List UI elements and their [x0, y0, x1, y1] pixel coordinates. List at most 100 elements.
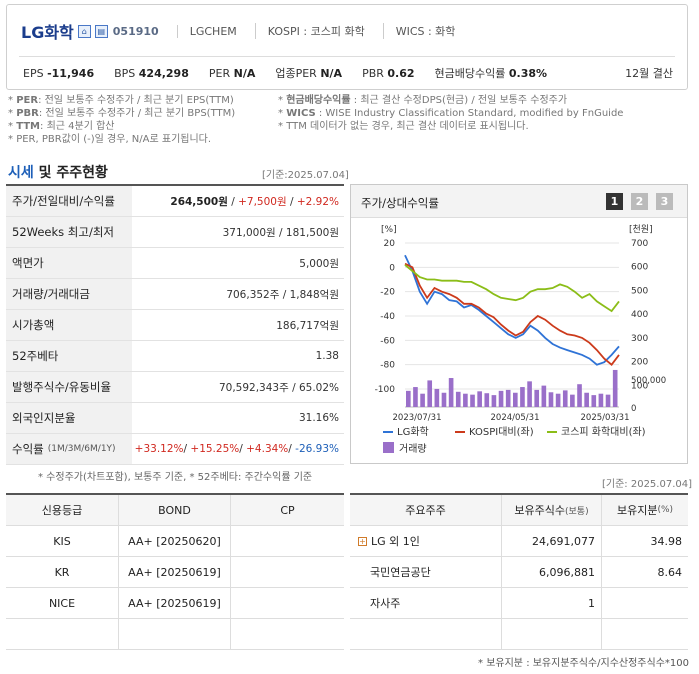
- y-right-tick-label: 100: [631, 381, 648, 391]
- chart-page-1-button[interactable]: 1: [606, 193, 623, 210]
- holders-note: * 보유지분 : 보유지분주식수/지수산정주식수*100: [478, 658, 689, 669]
- volume-tick-label: 500,000: [631, 376, 666, 386]
- volume-bar: [420, 393, 425, 407]
- relative-return-chart: [%] [천원]200-20-40-60-80-10070060050040030…: [375, 224, 667, 455]
- y-right-tick-label: 700: [631, 239, 648, 249]
- credit-row: NICE AA+ [20250619]: [6, 588, 344, 619]
- stock-name: LG화학: [21, 23, 74, 42]
- volume-bar: [541, 385, 547, 407]
- volume-bar: [527, 381, 532, 407]
- y-right-tick-label: 300: [631, 334, 648, 344]
- stat-eps: EPS -11,946: [23, 66, 95, 80]
- volume-zero-label: 0: [631, 404, 636, 414]
- quote-row-par-value: 액면가 5,000원: [6, 248, 344, 279]
- volume-bar: [455, 391, 461, 407]
- volume-bar: [605, 394, 611, 407]
- y-left-tick-label: -20: [380, 288, 395, 298]
- volume-bar: [520, 387, 525, 407]
- volume-bar: [548, 392, 554, 407]
- series-line: [404, 254, 620, 366]
- y-right-tick-label: 400: [631, 310, 648, 320]
- volume-bar: [477, 391, 482, 407]
- x-tick-label: 2024/05/31: [491, 413, 540, 423]
- document-icon[interactable]: ▤: [94, 24, 108, 38]
- volume-bar: [427, 380, 433, 407]
- quote-row-beta: 52주베타 1.38: [6, 341, 344, 372]
- x-tick-label: 2023/07/31: [393, 413, 442, 423]
- volume-bar: [555, 393, 561, 407]
- settle-month: 12월 결산: [625, 67, 673, 80]
- notes-left: * PER: 전일 보통주 수정주가 / 최근 분기 EPS(TTM) * PB…: [8, 94, 235, 146]
- x-tick-label: 2025/03/31: [581, 413, 630, 423]
- holder-row[interactable]: + LG 외 1인 24,691,077 34.98: [350, 526, 688, 557]
- quote-row-foreign: 외국인지분율 31.16%: [6, 403, 344, 434]
- volume-bar: [498, 390, 504, 407]
- note-ttm-fallback: * TTM 데이터가 없는 경우, 최근 결산 데이터로 표시됩니다.: [278, 121, 529, 132]
- legend-label: 거래량: [399, 443, 427, 455]
- chart-page-2-button[interactable]: 2: [631, 193, 648, 210]
- y-left-tick-label: -60: [380, 336, 395, 346]
- volume-bar: [513, 392, 518, 407]
- stat-sector-per: 업종PER N/A: [275, 67, 343, 80]
- holder-row: 국민연금공단 6,096,881 8.64: [350, 557, 688, 588]
- stat-bps: BPS 424,298: [114, 66, 189, 80]
- note-wics: * WICS : WISE Industry Classification St…: [278, 108, 624, 119]
- y-left-tick-label: -80: [380, 361, 395, 371]
- building-icon[interactable]: ⌂: [77, 24, 91, 38]
- y-left-tick-label: 0: [389, 263, 395, 273]
- stat-per: PER N/A: [208, 66, 256, 80]
- y-right-tick-label: 500: [631, 286, 648, 296]
- volume-bar: [577, 384, 582, 407]
- y-right-tick-label: 600: [631, 263, 648, 273]
- exchange-name: LGCHEM: [176, 24, 237, 38]
- credit-rating-table: 신용등급 BOND CP KIS AA+ [20250620] KR AA+ […: [6, 493, 344, 650]
- y-left-tick-label: 20: [384, 239, 396, 249]
- volume-bar: [406, 390, 411, 407]
- y-right-tick-label: 200: [631, 358, 648, 368]
- volume-bar: [570, 394, 575, 407]
- legend-label: LG화학: [397, 426, 429, 438]
- volume-bar: [491, 395, 497, 407]
- volume-bar: [534, 389, 540, 407]
- holder-row: [350, 619, 688, 650]
- y-left-tick-label: -100: [375, 385, 396, 395]
- note-pbr: * PBR: 전일 보통주 수정주가 / 최근 분기 BPS(TTM): [8, 108, 236, 119]
- notes-right: * 현금배당수익률 : 최근 결산 수정DPS(현금) / 전일 보통주 수정주…: [278, 94, 623, 133]
- volume-bar: [598, 393, 604, 407]
- expand-plus-icon[interactable]: +: [358, 536, 367, 546]
- section-date: [기준:2025.07.04]: [262, 170, 349, 181]
- volume-bar: [612, 369, 618, 407]
- legend-label: KOSPI대비(좌): [469, 426, 534, 438]
- credit-row: KIS AA+ [20250620]: [6, 526, 344, 557]
- credit-row: KR AA+ [20250619]: [6, 557, 344, 588]
- quote-table: 주가/전일대비/수익률 264,500원 / +7,500원 / +2.92% …: [6, 184, 344, 465]
- wics-sector: WICS : 화학: [382, 23, 455, 39]
- quote-note: * 수정주가(차트포함), 보통주 기준, * 52주베타: 주간수익률 기준: [38, 472, 313, 483]
- quote-row-market-cap: 시가총액 186,717억원: [6, 310, 344, 341]
- note-ttm: * TTM: 최근 4분기 합산: [8, 121, 115, 132]
- credit-row: [6, 619, 344, 650]
- volume-bar: [434, 388, 440, 407]
- quote-row-volume: 거래량/거래대금 706,352주 / 1,848억원: [6, 279, 344, 310]
- volume-bar: [484, 393, 490, 407]
- note-dividend: * 현금배당수익률 : 최근 결산 수정DPS(현금) / 전일 보통주 수정주…: [278, 95, 568, 106]
- chart-panel: 주가/상대수익률 1 2 3 [%] [천원] 20 0 -20 -40 -60 -80 -10…: [350, 184, 688, 464]
- quote-row-price: 주가/전일대비/수익률 264,500원 / +7,500원 / +2.92%: [6, 186, 344, 217]
- kospi-sector: KOSPI : 코스피 화학: [254, 23, 365, 39]
- volume-bar: [584, 392, 589, 407]
- volume-bar: [470, 394, 475, 407]
- volume-bar: [413, 387, 418, 407]
- note-na: * PER, PBR값이 (-)일 경우, N/A로 표기됩니다.: [8, 134, 212, 145]
- chart-page-3-button[interactable]: 3: [656, 193, 673, 210]
- quote-row-returns: 수익률 (1M/3M/6M/1Y) +33.12%/ +15.25%/ +4.34…: [6, 434, 344, 465]
- stock-code: 051910: [112, 24, 159, 38]
- holders-date: [기준: 2025.07.04]: [602, 479, 693, 490]
- credit-header-row: 신용등급 BOND CP: [6, 495, 344, 526]
- holders-header-row: 주요주주 보유주식수 (보통) 보유지분 (%): [350, 495, 688, 526]
- left-unit-label: [%]: [381, 225, 397, 235]
- note-per: * PER: 전일 보통주 수정주가 / 최근 분기 EPS(TTM): [8, 95, 234, 106]
- volume-bar: [562, 390, 568, 407]
- volume-bar: [463, 393, 468, 407]
- stat-dividend-yield: 현금배당수익률 0.38%: [434, 67, 548, 80]
- section-title: 시세 및 주주현황: [8, 165, 108, 181]
